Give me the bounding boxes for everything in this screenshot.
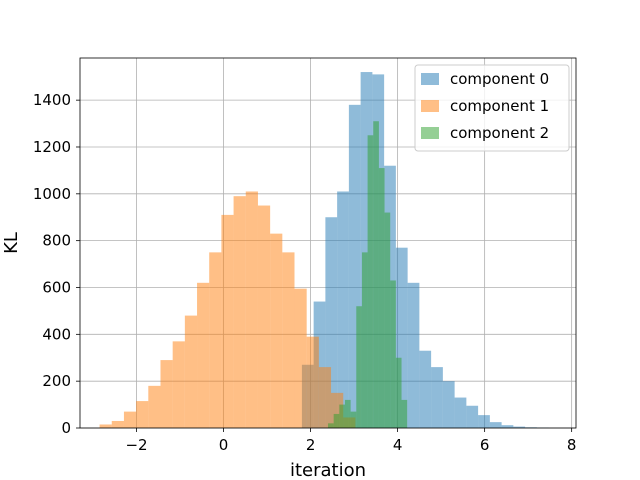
histogram-bar xyxy=(148,385,161,428)
x-axis-label: iteration xyxy=(290,460,366,480)
x-tick-label: 4 xyxy=(393,436,403,454)
histogram-bar xyxy=(318,367,332,428)
histogram-bar xyxy=(360,72,373,429)
histogram-bar xyxy=(337,191,349,428)
histogram-bar xyxy=(306,336,319,428)
histogram-bar xyxy=(390,280,396,428)
legend-swatch-component-2 xyxy=(421,127,439,139)
histogram-bar xyxy=(348,104,361,428)
histogram-bar xyxy=(513,426,526,428)
series-component-1 xyxy=(99,191,356,428)
x-axis-ticks: −2 0 2 4 6 8 xyxy=(125,428,576,454)
y-tick-label: 200 xyxy=(42,372,71,390)
histogram-bar xyxy=(478,415,490,428)
histogram-bar xyxy=(333,413,340,428)
histogram-bar xyxy=(282,252,295,428)
y-tick-label: 600 xyxy=(42,278,71,296)
histogram-bar xyxy=(99,424,112,428)
histogram-bar xyxy=(270,233,283,428)
x-tick-label: 6 xyxy=(480,436,490,454)
histogram-bar xyxy=(339,404,345,428)
histogram-bar xyxy=(136,401,149,428)
histogram-bar xyxy=(367,135,374,428)
y-tick-label: 0 xyxy=(61,419,71,437)
legend-label-component-1: component 1 xyxy=(450,97,549,115)
series-component-2 xyxy=(328,121,408,429)
histogram-bar xyxy=(294,288,307,428)
histogram-bar xyxy=(395,247,408,428)
histogram-bar xyxy=(221,214,234,428)
y-tick-label: 800 xyxy=(42,232,71,250)
y-tick-label: 1000 xyxy=(33,185,71,203)
histogram-bar xyxy=(501,425,514,428)
histogram-bar xyxy=(401,399,408,428)
histogram-bar xyxy=(350,411,357,428)
histogram-bar xyxy=(245,191,258,428)
legend-swatch-component-0 xyxy=(421,73,439,85)
histogram-bar xyxy=(328,423,334,428)
histogram-bar xyxy=(373,121,379,429)
histogram-bar xyxy=(489,422,502,428)
histogram-bar xyxy=(172,341,185,428)
histogram-bar xyxy=(313,301,326,428)
histogram-bar xyxy=(184,315,198,428)
y-tick-label: 1400 xyxy=(33,91,71,109)
legend-swatch-component-1 xyxy=(421,100,439,112)
legend: component 0 component 1 component 2 xyxy=(414,64,570,152)
legend-frame xyxy=(414,64,570,152)
histogram-bar xyxy=(111,420,124,428)
histogram-bar xyxy=(384,212,391,428)
histogram-bar xyxy=(233,196,246,428)
histogram-bar xyxy=(344,399,351,428)
histogram-bar xyxy=(395,357,402,428)
histogram-bar xyxy=(123,411,137,428)
legend-label-component-2: component 2 xyxy=(450,124,549,142)
y-axis-label: KL xyxy=(1,232,22,254)
histogram-bar xyxy=(197,282,210,428)
x-tick-label: 2 xyxy=(306,436,316,454)
histogram-bar xyxy=(257,205,271,428)
histogram-bars xyxy=(99,72,549,429)
y-axis-ticks: 0 200 400 600 800 1000 1200 1400 xyxy=(33,91,80,437)
histogram-bar xyxy=(378,168,385,428)
x-tick-label: 8 xyxy=(567,436,577,454)
histogram-bar xyxy=(419,350,432,428)
legend-label-component-0: component 0 xyxy=(450,70,549,88)
x-tick-label: 0 xyxy=(219,436,229,454)
histogram-bar xyxy=(442,381,455,428)
histogram-bar xyxy=(356,306,362,428)
plot-frame xyxy=(79,57,577,429)
y-tick-label: 1200 xyxy=(33,138,71,156)
histogram-bar xyxy=(160,360,173,428)
histogram-bar xyxy=(361,252,368,428)
histogram-bar xyxy=(431,367,443,428)
histogram-bar xyxy=(466,405,479,428)
histogram-bar xyxy=(407,282,420,428)
histogram-bar xyxy=(325,217,338,428)
histogram-bar xyxy=(209,252,222,428)
y-tick-label: 400 xyxy=(42,325,71,343)
histogram-bar xyxy=(454,397,467,428)
x-tick-label: −2 xyxy=(125,436,147,454)
